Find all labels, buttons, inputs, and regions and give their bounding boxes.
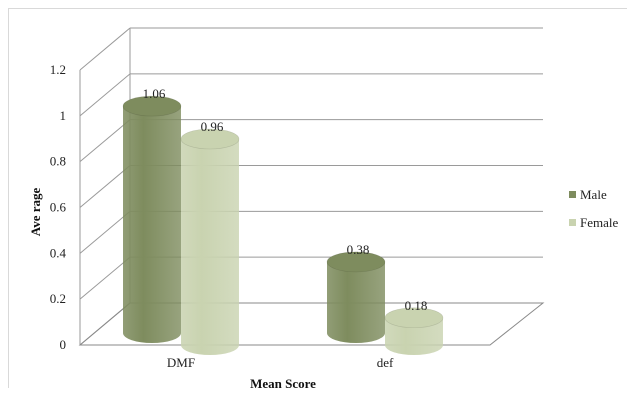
y-tick-label: 0 [60,337,67,352]
bar-female-def [384,307,444,355]
legend-swatch-male [569,191,576,198]
bar-body [385,317,443,355]
gridline-diagonal [79,256,131,300]
bar-top [122,95,182,117]
y-tick-label: 0.8 [50,154,66,169]
data-label: 0.96 [201,119,224,134]
y-tick-label: 1 [60,108,67,123]
y-tick-label: 0.4 [50,245,67,260]
legend-swatch-female [569,219,576,226]
y-axis-ticks: 0 0.2 0.4 0.6 0.8 1 1.2 [50,62,67,352]
floor-outline [78,302,545,346]
bar-body [327,261,385,343]
x-tick-label: DMF [167,355,195,370]
y-tick-label: 0.2 [50,291,66,306]
bar-male-def [326,251,386,343]
data-label: 1.06 [143,86,166,101]
chart-frame [8,8,627,388]
bar-top [326,251,386,273]
x-axis-title: Mean Score [250,376,316,391]
bars [122,95,444,355]
y-tick-label: 1.2 [50,62,66,77]
legend: Male Female [569,187,618,230]
bar-top [384,307,444,329]
y-tick-label: 0.6 [50,200,67,215]
chart-floor [78,302,545,346]
bar-top [180,128,240,150]
y-axis-title: Ave rage [28,188,43,237]
legend-label-male: Male [580,187,607,202]
data-label: 0.38 [347,242,370,257]
bar-female-dmf [180,128,240,355]
gridline-diagonal [79,27,131,71]
legend-label-female: Female [580,215,618,230]
bar-male-dmf [122,95,182,343]
gridline-diagonal [79,165,131,208]
x-axis-ticks: DMF def [167,355,394,370]
bar-body [181,139,239,355]
x-tick-label: def [377,355,394,370]
data-labels: 1.06 0.96 0.38 0.18 [143,86,428,313]
bar-body [123,106,181,343]
gridline-diagonal [79,210,131,254]
gridline-diagonal [79,119,131,163]
data-label: 0.18 [405,298,428,313]
gridline-diagonal [79,73,131,117]
